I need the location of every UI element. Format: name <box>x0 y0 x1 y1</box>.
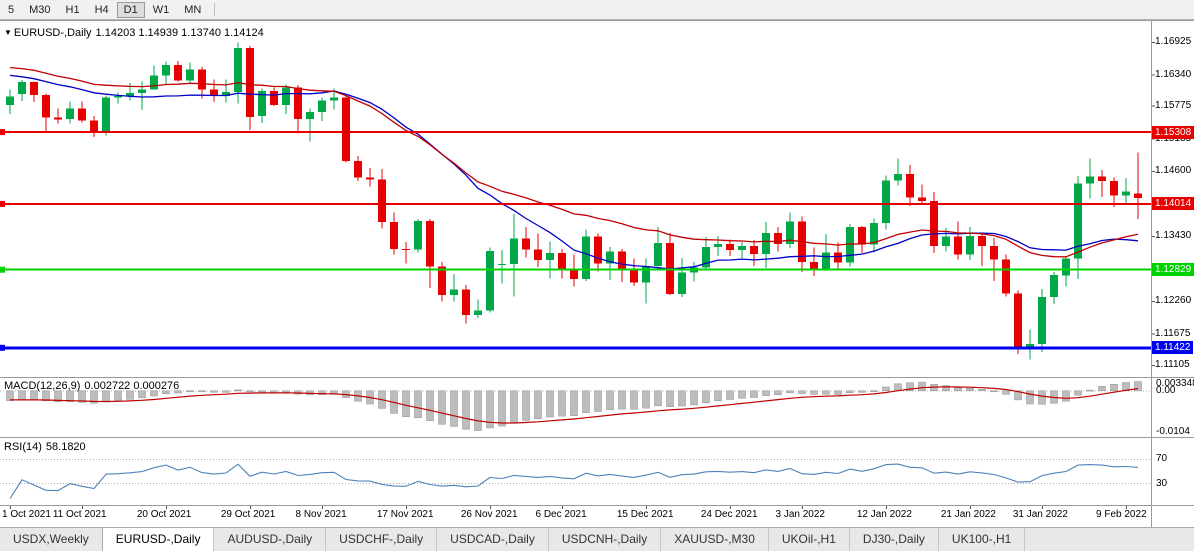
macd-axis-label: -0.0104 <box>1156 426 1190 437</box>
price-axis-label: 1.15775 <box>1155 100 1192 112</box>
date-axis-label: 3 Jan 2022 <box>775 509 826 520</box>
timeframe-button-m30[interactable]: M30 <box>29 3 51 16</box>
horizontal-lines-layer[interactable] <box>0 129 1151 351</box>
price-axis-label: 1.16340 <box>1155 68 1192 80</box>
ohlc-values: 1.14203 1.14939 1.13740 1.14124 <box>95 27 264 39</box>
timeframe-button-h1[interactable]: H1 <box>65 3 80 16</box>
macd-title: MACD(12,26,9) 0.002722 0.000276 <box>4 380 183 392</box>
chart-tab-audusd-daily[interactable]: AUDUSD-,Daily <box>214 528 327 551</box>
macd-values: 0.002722 0.000276 <box>84 380 180 392</box>
price-axis-label: 1.14600 <box>1155 165 1192 177</box>
chart-tab-ukoil-h1[interactable]: UKOil-,H1 <box>769 528 850 551</box>
date-axis-label: 11 Oct 2021 <box>52 509 107 520</box>
chart-tab-uk100-h1[interactable]: UK100-,H1 <box>939 528 1026 551</box>
timeframe-button-h4[interactable]: H4 <box>94 3 109 16</box>
rsi-axis-label: 30 <box>1156 477 1168 489</box>
chart-tabs-bar: USDX,Weekly EURUSD-,Daily AUDUSD-,Daily USD… <box>0 527 1194 551</box>
macd-label: MACD(12,26,9) <box>4 380 81 392</box>
date-axis-label: 6 Dec 2021 <box>535 509 587 520</box>
candles-layer <box>6 42 1142 360</box>
chart-tab-eurusd-daily[interactable]: EURUSD-,Daily <box>101 528 215 551</box>
date-axis-label: 17 Nov 2021 <box>376 509 434 520</box>
date-axis-label: 26 Nov 2021 <box>460 509 518 520</box>
date-axis-label: 1 Oct 2021 <box>2 509 51 520</box>
macd-axis-label: 0.00 <box>1156 384 1176 396</box>
chart-tab-xauusd-m30[interactable]: XAUUSD-,M30 <box>661 528 769 551</box>
timeframe-toolbar: 5 M30 H1 H4 D1 W1 MN <box>0 0 1194 20</box>
price-axis-label: 1.16925 <box>1155 36 1192 48</box>
rsi-axis-label: 70 <box>1156 453 1168 465</box>
hline-price-badge: 1.15308 <box>1152 125 1194 139</box>
rsi-value: 58.1820 <box>45 441 86 453</box>
timeframe-button-5[interactable]: 5 <box>8 3 15 16</box>
date-axis-label: 20 Oct 2021 <box>136 509 192 520</box>
date-axis-label: 12 Jan 2022 <box>856 509 912 520</box>
chart-title: ▼ EURUSD-,Daily 1.14203 1.14939 1.13740 1.… <box>4 27 268 39</box>
date-axis-label: 29 Oct 2021 <box>220 509 276 520</box>
price-axis-label: 1.11105 <box>1155 359 1190 371</box>
hline-price-badge: 1.12829 <box>1152 263 1194 277</box>
chart-tab-usdx-weekly[interactable]: USDX,Weekly <box>0 528 103 551</box>
price-axis-label: 1.13430 <box>1155 230 1192 242</box>
rsi-title: RSI(14) 58.1820 <box>4 441 90 453</box>
date-axis-label: 31 Jan 2022 <box>1012 509 1068 520</box>
date-axis-label: 15 Dec 2021 <box>616 509 674 520</box>
rsi-label: RSI(14) <box>4 441 42 453</box>
date-axis-label: 8 Nov 2021 <box>295 509 347 520</box>
price-axis-label: 1.12260 <box>1155 295 1192 307</box>
timeframe-button-mn[interactable]: MN <box>184 3 202 16</box>
symbol-title: EURUSD-,Daily <box>13 27 92 39</box>
timeframe-button-w1[interactable]: W1 <box>152 3 170 16</box>
one-click-trading-arrow-icon[interactable]: ▼ <box>4 28 12 37</box>
date-axis-label: 9 Feb 2022 <box>1096 509 1147 520</box>
price-axis-label: 1.11675 <box>1155 327 1191 339</box>
timeframe-button-d1[interactable]: D1 <box>116 1 145 18</box>
date-axis-label: 21 Jan 2022 <box>940 509 996 520</box>
toolbar-divider <box>214 3 216 16</box>
hline-price-badge: 1.11422 <box>1152 341 1194 355</box>
chart-tab-dj30-daily[interactable]: DJ30-,Daily <box>850 528 939 551</box>
date-axis-label: 24 Dec 2021 <box>700 509 758 520</box>
macd-layer <box>0 381 1151 431</box>
macd-axis-label: 0.003348 <box>1156 378 1194 389</box>
rsi-layer <box>0 458 1151 499</box>
chart-tab-usdcnh-daily[interactable]: USDCNH-,Daily <box>549 528 662 551</box>
chart-tab-usdcad-daily[interactable]: USDCAD-,Daily <box>437 528 549 551</box>
ma-lines-layer <box>9 66 1139 270</box>
chart-tab-usdchf-daily[interactable]: USDCHF-,Daily <box>326 528 438 551</box>
hline-price-badge: 1.14014 <box>1152 197 1194 211</box>
